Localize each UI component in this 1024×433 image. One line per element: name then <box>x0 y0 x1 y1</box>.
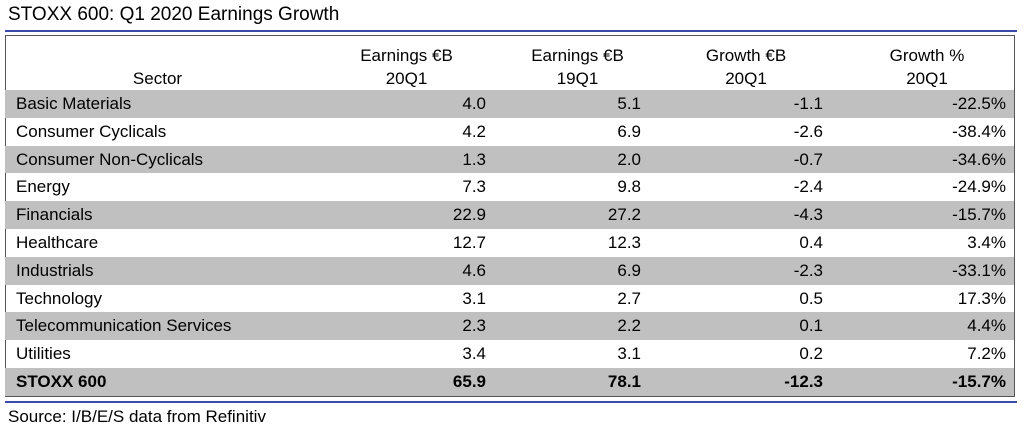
cell-growth-eur: -2.4 <box>793 177 823 197</box>
cell-sector: Consumer Non-Cyclicals <box>5 145 310 174</box>
column-header-sector: Sector <box>132 69 183 88</box>
cell-earnings-19q1: 2.7 <box>617 288 641 308</box>
column-header-growth-pct: Growth % 20Q1 <box>889 46 965 88</box>
earnings-table: Sector Earnings €B 20Q1 Earnings €B 19Q1… <box>5 42 1014 396</box>
cell-growth-pct: -34.6% <box>840 145 1014 174</box>
cell-growth-pct: -15.7% <box>840 367 1014 396</box>
cell-earnings-19q1: 78.1 <box>503 367 652 396</box>
bottom-rule <box>5 401 1017 403</box>
cell-growth-pct: 3.4% <box>967 232 1006 252</box>
cell-earnings-20q1: 3.4 <box>462 344 486 364</box>
cell-growth-pct: -15.7% <box>840 201 1014 229</box>
cell-growth-pct: -24.9% <box>952 177 1006 197</box>
cell-sector: STOXX 600 <box>5 367 310 396</box>
cell-growth-eur: 0.2 <box>799 344 823 364</box>
column-header-earnings-19q1: Earnings €B 19Q1 <box>531 46 624 88</box>
cell-growth-eur: 0.1 <box>652 312 840 341</box>
table-row: Financials 22.9 27.2 -4.3 -15.7% <box>5 201 1014 229</box>
cell-earnings-20q1: 7.3 <box>462 177 486 197</box>
table-row: Basic Materials 4.0 5.1 -1.1 -22.5% <box>5 90 1014 118</box>
column-header-earnings-20q1: Earnings €B 20Q1 <box>360 46 453 88</box>
cell-growth-pct: 7.2% <box>967 344 1006 364</box>
cell-earnings-19q1: 3.1 <box>617 344 641 364</box>
table-row: Consumer Cyclicals 4.2 6.9 -2.6 -38.4% <box>5 118 1014 146</box>
table-row: Energy 7.3 9.8 -2.4 -24.9% <box>5 173 1014 201</box>
table-row: Telecommunication Services 2.3 2.2 0.1 4.4% <box>5 312 1014 341</box>
top-rule <box>5 30 1017 32</box>
cell-earnings-20q1: 2.3 <box>310 312 503 341</box>
header-row: Sector Earnings €B 20Q1 Earnings €B 19Q1… <box>5 42 1014 90</box>
cell-growth-pct: 4.4% <box>840 312 1014 341</box>
cell-growth-eur: -12.3 <box>652 367 840 396</box>
source-note: Source: I/B/E/S data from Refinitiv <box>8 407 266 426</box>
cell-growth-eur: 0.4 <box>799 232 823 252</box>
cell-growth-pct: -38.4% <box>952 121 1006 141</box>
cell-earnings-20q1: 1.3 <box>310 145 503 174</box>
cell-sector: Technology <box>16 288 103 308</box>
table-row: Consumer Non-Cyclicals 1.3 2.0 -0.7 -34.6% <box>5 145 1014 174</box>
cell-earnings-19q1: 5.1 <box>503 90 652 118</box>
cell-sector: Utilities <box>16 344 71 364</box>
cell-earnings-19q1: 12.3 <box>607 232 641 252</box>
cell-sector: Energy <box>16 177 70 197</box>
cell-growth-pct: 17.3% <box>957 288 1006 308</box>
cell-growth-pct: -33.1% <box>840 256 1014 285</box>
cell-earnings-19q1: 2.0 <box>503 145 652 174</box>
table-row: Healthcare 12.7 12.3 0.4 3.4% <box>5 229 1014 257</box>
table-body: Basic Materials 4.0 5.1 -1.1 -22.5% Consumer … <box>5 90 1014 396</box>
cell-sector: Healthcare <box>16 232 99 252</box>
cell-earnings-20q1: 4.6 <box>310 256 503 285</box>
cell-growth-eur: -1.1 <box>652 90 840 118</box>
cell-growth-eur: -4.3 <box>652 201 840 229</box>
cell-earnings-20q1: 12.7 <box>452 232 486 252</box>
cell-growth-eur: -2.3 <box>652 256 840 285</box>
cell-earnings-19q1: 6.9 <box>617 121 641 141</box>
column-header-growth-eur: Growth €B 20Q1 <box>705 46 787 88</box>
cell-earnings-19q1: 9.8 <box>617 177 641 197</box>
cell-earnings-20q1: 4.0 <box>310 90 503 118</box>
total-row: STOXX 600 65.9 78.1 -12.3 -15.7% <box>5 367 1014 396</box>
cell-growth-eur: -2.6 <box>793 121 823 141</box>
chart-title: STOXX 600: Q1 2020 Earnings Growth <box>8 4 340 25</box>
table-row: Technology 3.1 2.7 0.5 17.3% <box>5 285 1014 313</box>
cell-sector: Basic Materials <box>5 90 310 118</box>
cell-earnings-20q1: 22.9 <box>310 201 503 229</box>
cell-earnings-20q1: 3.1 <box>462 288 486 308</box>
cell-earnings-19q1: 27.2 <box>503 201 652 229</box>
cell-sector: Telecommunication Services <box>5 312 310 341</box>
table-row: Utilities 3.4 3.1 0.2 7.2% <box>5 340 1014 368</box>
cell-earnings-19q1: 2.2 <box>503 312 652 341</box>
cell-sector: Financials <box>5 201 310 229</box>
cell-sector: Consumer Cyclicals <box>16 121 167 141</box>
cell-growth-eur: -0.7 <box>652 145 840 174</box>
cell-sector: Industrials <box>5 256 310 285</box>
table-row: Industrials 4.6 6.9 -2.3 -33.1% <box>5 256 1014 285</box>
cell-growth-eur: 0.5 <box>799 288 823 308</box>
cell-earnings-19q1: 6.9 <box>503 256 652 285</box>
cell-growth-pct: -22.5% <box>840 90 1014 118</box>
cell-earnings-20q1: 65.9 <box>310 367 503 396</box>
cell-earnings-20q1: 4.2 <box>462 121 486 141</box>
